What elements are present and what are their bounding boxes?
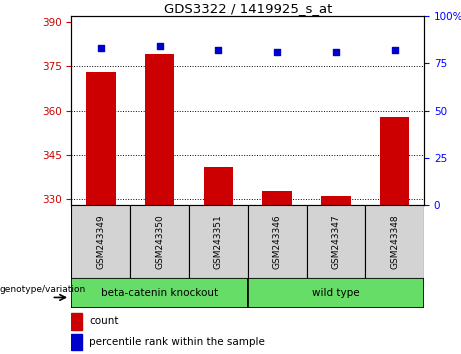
Point	[215, 47, 222, 53]
Text: GSM243351: GSM243351	[214, 214, 223, 269]
Text: genotype/variation: genotype/variation	[0, 285, 86, 294]
Text: count: count	[89, 316, 118, 326]
Title: GDS3322 / 1419925_s_at: GDS3322 / 1419925_s_at	[164, 2, 332, 15]
Bar	[130, 205, 189, 278]
Point	[156, 44, 163, 49]
Bar	[262, 190, 292, 205]
Bar	[145, 55, 174, 205]
Bar	[307, 205, 366, 278]
Bar	[248, 205, 307, 278]
Text: GSM243346: GSM243346	[272, 214, 282, 269]
Point	[273, 49, 281, 55]
Bar	[189, 205, 248, 278]
Text: GSM243350: GSM243350	[155, 214, 164, 269]
Point	[97, 45, 105, 51]
Bar	[86, 72, 116, 205]
Bar	[71, 313, 82, 330]
Text: percentile rank within the sample: percentile rank within the sample	[89, 337, 265, 348]
Bar	[71, 278, 248, 308]
Text: beta-catenin knockout: beta-catenin knockout	[101, 288, 218, 298]
Bar	[365, 205, 424, 278]
Bar	[248, 278, 424, 308]
Bar	[204, 167, 233, 205]
Text: wild type: wild type	[312, 288, 360, 298]
Bar	[71, 334, 82, 350]
Text: GSM243347: GSM243347	[331, 214, 341, 269]
Point	[332, 49, 340, 55]
Bar	[321, 196, 351, 205]
Text: GSM243349: GSM243349	[96, 214, 106, 269]
Point	[391, 47, 398, 53]
Bar	[71, 205, 130, 278]
Text: GSM243348: GSM243348	[390, 214, 399, 269]
Bar	[380, 116, 409, 205]
